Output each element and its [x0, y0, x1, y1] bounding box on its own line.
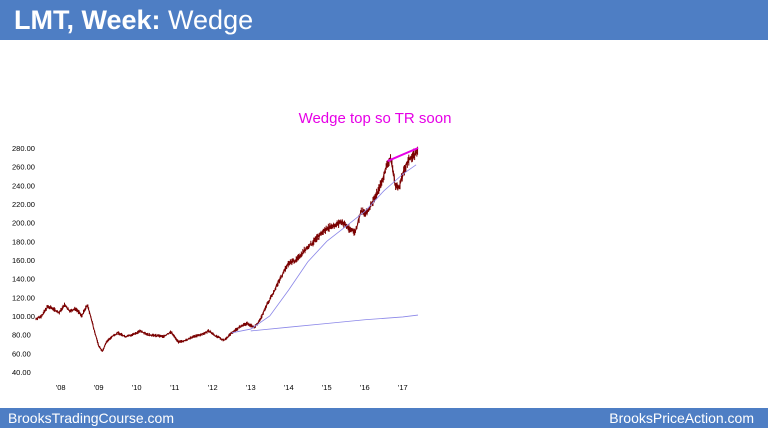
footer-right-link[interactable]: BrooksPriceAction.com [609, 410, 754, 426]
x-tick-label: '16 [360, 383, 370, 392]
y-tick-label: 40.00 [12, 368, 31, 377]
plot-area [35, 146, 419, 352]
ticker-label: LMT, Week: [14, 5, 161, 35]
price-chart: 280.00 260.00 240.00 220.00 200.00 180.00 160.… [12, 110, 452, 392]
y-tick-label: 120.00 [12, 293, 35, 302]
y-tick-label: 200.00 [12, 219, 35, 228]
x-tick-label: '08 [56, 383, 66, 392]
y-tick-label: 240.00 [12, 181, 35, 190]
chart-title: LMT, Week: Wedge [14, 2, 253, 38]
price-series-line [35, 147, 419, 352]
x-tick-label: '12 [208, 383, 218, 392]
x-tick-label: '17 [398, 383, 408, 392]
footer-bar: BrooksTradingCourse.com BrooksPriceActio… [0, 408, 768, 428]
x-tick-label: '14 [284, 383, 294, 392]
wedge-annotation: Wedge top so TR soon [299, 110, 452, 127]
wedge-top-line [387, 147, 419, 162]
footer-left-link[interactable]: BrooksTradingCourse.com [8, 410, 174, 426]
x-tick-label: '09 [94, 383, 104, 392]
y-tick-label: 100.00 [12, 312, 35, 321]
y-tick-label: 80.00 [12, 331, 31, 340]
trend-moving-average-line [231, 164, 417, 334]
y-axis: 280.00 260.00 240.00 220.00 200.00 180.00 160.… [12, 144, 35, 377]
title-bar: LMT, Week: Wedge [0, 0, 768, 40]
x-tick-label: '10 [132, 383, 142, 392]
x-tick-label: '15 [322, 383, 332, 392]
x-tick-label: '11 [170, 383, 179, 392]
y-tick-label: 140.00 [12, 275, 35, 284]
moving-average-line [250, 314, 419, 332]
y-tick-label: 260.00 [12, 163, 35, 172]
y-tick-label: 180.00 [12, 237, 35, 246]
y-tick-label: 160.00 [12, 256, 35, 265]
x-tick-label: '13 [246, 383, 256, 392]
pattern-label: Wedge [168, 5, 254, 35]
y-tick-label: 60.00 [12, 349, 31, 358]
x-axis: '08 '09 '10 '11 '12 '13 '14 '15 '16 '17 [56, 383, 408, 392]
y-tick-label: 220.00 [12, 200, 35, 209]
y-tick-label: 280.00 [12, 144, 35, 153]
